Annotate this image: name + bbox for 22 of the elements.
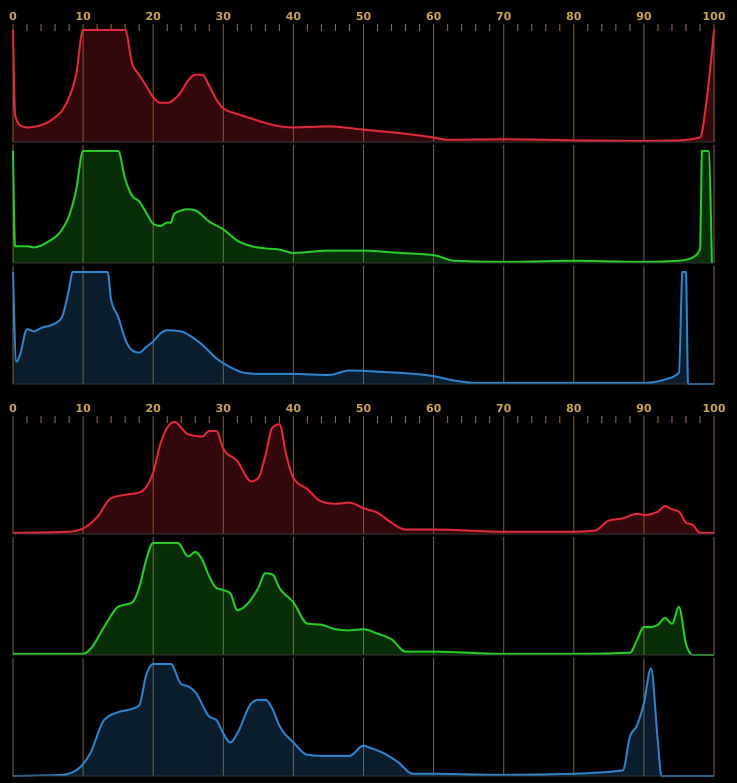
x-tick-label: 100 [702,402,726,415]
x-tick-label: 40 [286,402,302,415]
x-tick-label: 60 [426,402,442,415]
x-tick-label: 30 [216,402,232,415]
x-tick-label: 100 [702,10,726,23]
x-tick-label: 20 [146,402,162,415]
x-tick-label: 0 [9,10,18,23]
x-tick-label: 10 [75,402,92,415]
x-tick-label: 20 [146,10,162,23]
x-tick-label: 70 [496,402,512,415]
x-tick-label: 70 [496,10,512,23]
x-tick-label: 90 [636,402,652,415]
x-tick-label: 30 [216,10,232,23]
x-tick-label: 40 [286,10,302,23]
x-tick-label: 0 [9,402,18,415]
x-tick-label: 80 [566,10,582,23]
x-tick-label: 80 [566,402,582,415]
x-tick-label: 50 [356,402,372,415]
x-tick-label: 90 [636,10,652,23]
x-tick-label: 60 [426,10,442,23]
x-tick-label: 50 [356,10,372,23]
x-tick-label: 10 [75,10,92,23]
